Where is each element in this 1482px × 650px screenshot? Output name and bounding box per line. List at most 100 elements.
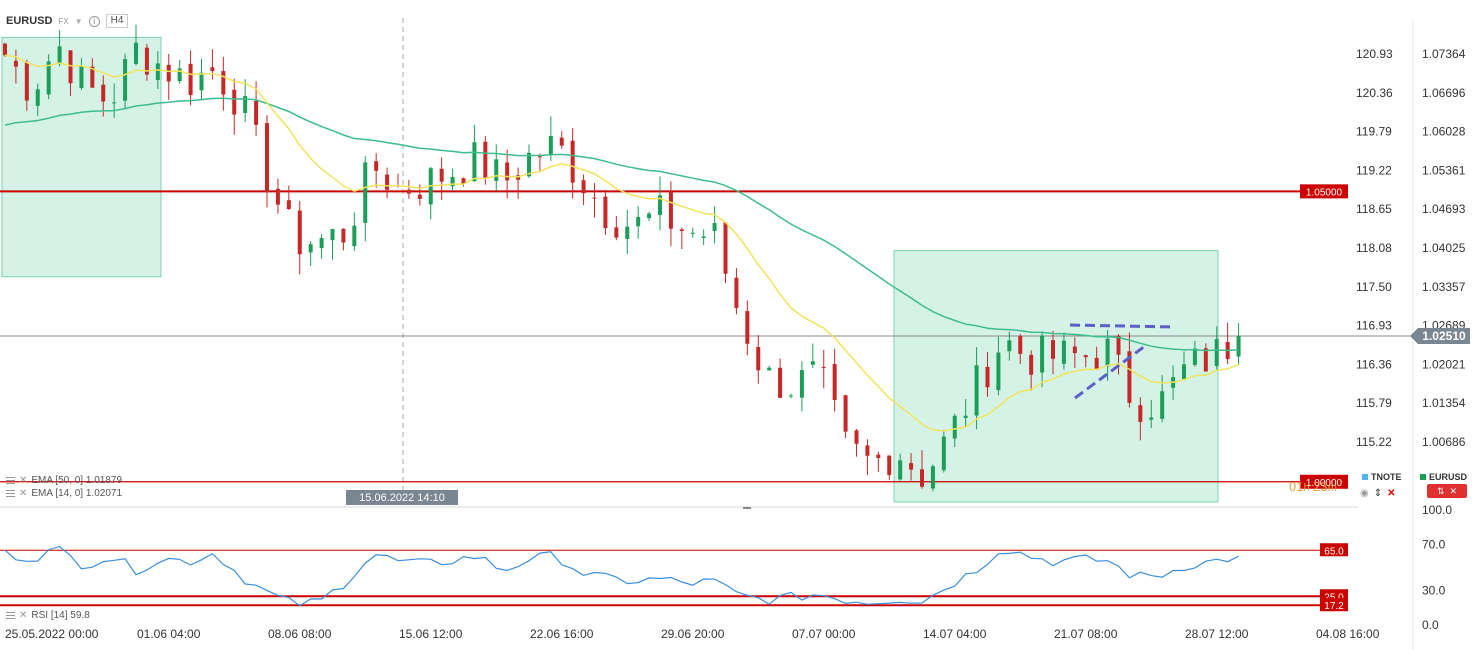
remove-icon[interactable]: ✕	[1387, 488, 1396, 499]
candle-body	[243, 96, 248, 113]
close-icon: ✕	[1449, 485, 1458, 496]
legend-rsi[interactable]: ✕ RSI [14] 59.8	[6, 610, 90, 621]
candle-body	[1182, 364, 1186, 379]
candle-body	[275, 188, 280, 205]
candle-body	[527, 152, 531, 177]
candle-body	[592, 197, 597, 199]
candle-body	[854, 430, 859, 444]
price-tick-label: 1.01354	[1422, 396, 1466, 410]
candle-body	[537, 156, 542, 158]
candle-body	[406, 189, 411, 194]
candle-body	[254, 100, 259, 125]
menu-icon[interactable]	[6, 477, 15, 484]
candles	[3, 24, 1241, 492]
timeframe-selector[interactable]: H4	[105, 14, 129, 28]
time-tick-label: 21.07 08:00	[1054, 627, 1118, 641]
secondary-tick-label: 120.36	[1356, 86, 1393, 100]
candle-body	[559, 137, 564, 146]
rsi-level-label: 17.2	[1324, 601, 1344, 612]
menu-icon[interactable]	[6, 612, 15, 619]
candle-body	[319, 237, 324, 249]
candle-body	[450, 176, 455, 187]
candle-body	[625, 226, 630, 239]
legend-ema50[interactable]: ✕ EMA [50, 0] 1.01879	[6, 475, 122, 486]
candle-body	[909, 463, 914, 470]
series-eurusd[interactable]: EURUSD	[1420, 472, 1467, 482]
candle-body	[112, 102, 117, 104]
candle-body	[232, 89, 237, 115]
rsi-level-label-bg	[1320, 598, 1348, 612]
series-eurusd-label: EURUSD	[1429, 472, 1468, 482]
candle-body	[341, 228, 346, 243]
candle-body	[832, 363, 837, 401]
secondary-tick-label: 116.93	[1356, 319, 1392, 333]
sort-arrows-icon[interactable]: ⇕	[1373, 488, 1383, 499]
price-tick-label: 1.04693	[1422, 202, 1466, 216]
legend-ema14[interactable]: ✕ EMA [14, 0] 1.02071	[6, 488, 122, 499]
time-tick-label: 15.06 12:00	[399, 627, 463, 641]
alert-button[interactable]: ⇅ ✕	[1427, 484, 1467, 498]
close-icon[interactable]: ✕	[19, 610, 28, 621]
candle-body	[494, 159, 499, 181]
rsi-tick-label: 0.0	[1422, 618, 1439, 632]
eurusd-marker	[1420, 474, 1426, 480]
last-price-badge	[1410, 327, 1470, 344]
price-tick-label: 1.03357	[1422, 280, 1466, 294]
candle-body	[1094, 357, 1099, 370]
candle-body	[505, 162, 510, 181]
candle-body	[134, 42, 138, 64]
time-tick-label: 01.06 04:00	[137, 627, 201, 641]
series-controls: ◉ ⇕ ✕	[1360, 488, 1396, 499]
candle-body	[1061, 340, 1066, 364]
candle-body	[1203, 348, 1208, 372]
candle-body	[79, 66, 84, 88]
candle-countdown: 01h 23m	[1289, 479, 1337, 494]
candle-body	[1072, 346, 1077, 354]
countdown-hours: 01	[1289, 479, 1304, 494]
candle-body	[810, 361, 815, 365]
series-tnote[interactable]: TNOTE	[1362, 472, 1402, 482]
candle-body	[734, 277, 739, 309]
symbol-label[interactable]: EURUSD	[6, 15, 53, 27]
candle-body	[767, 367, 772, 371]
candle-body	[1029, 354, 1034, 375]
candle-body	[1018, 336, 1023, 354]
candle-body	[68, 50, 73, 84]
candle-body	[385, 174, 390, 190]
candle-body	[789, 395, 793, 397]
price-tick-label: 1.00686	[1422, 435, 1466, 449]
price-tick-label: 1.06696	[1422, 86, 1466, 100]
candle-body	[887, 455, 892, 476]
candle-body	[799, 370, 804, 398]
candle-body	[996, 352, 1001, 391]
candle-body	[265, 123, 269, 193]
close-icon[interactable]: ✕	[19, 475, 28, 486]
price-tick-label: 1.07364	[1422, 47, 1466, 61]
rsi-level-label-bg	[1320, 543, 1348, 557]
time-tick-label: 07.07 00:00	[792, 627, 856, 641]
candle-body	[101, 84, 106, 102]
candle-body	[985, 366, 990, 388]
chart-header: EURUSD FX ▼ i H4	[6, 14, 129, 28]
candle-body	[188, 63, 193, 96]
candle-body	[570, 140, 575, 183]
level-label-bg	[1300, 474, 1348, 489]
countdown-hours-unit: h	[1303, 482, 1310, 494]
level-label: 1.00000	[1306, 478, 1343, 489]
candle-body	[658, 195, 662, 215]
candle-body	[821, 367, 826, 369]
candle-body	[297, 210, 302, 255]
eye-icon[interactable]: ◉	[1360, 488, 1369, 499]
chevron-down-icon[interactable]: ▼	[74, 16, 83, 26]
secondary-tick-label: 118.08	[1356, 241, 1392, 255]
close-icon[interactable]: ✕	[19, 488, 28, 499]
candle-body	[483, 141, 488, 178]
menu-icon[interactable]	[6, 490, 15, 497]
info-icon[interactable]: i	[88, 15, 100, 27]
candle-body	[614, 227, 619, 238]
candle-body	[745, 311, 750, 344]
secondary-tick-label: 118.65	[1356, 202, 1392, 216]
series-tnote-label: TNOTE	[1371, 472, 1402, 482]
